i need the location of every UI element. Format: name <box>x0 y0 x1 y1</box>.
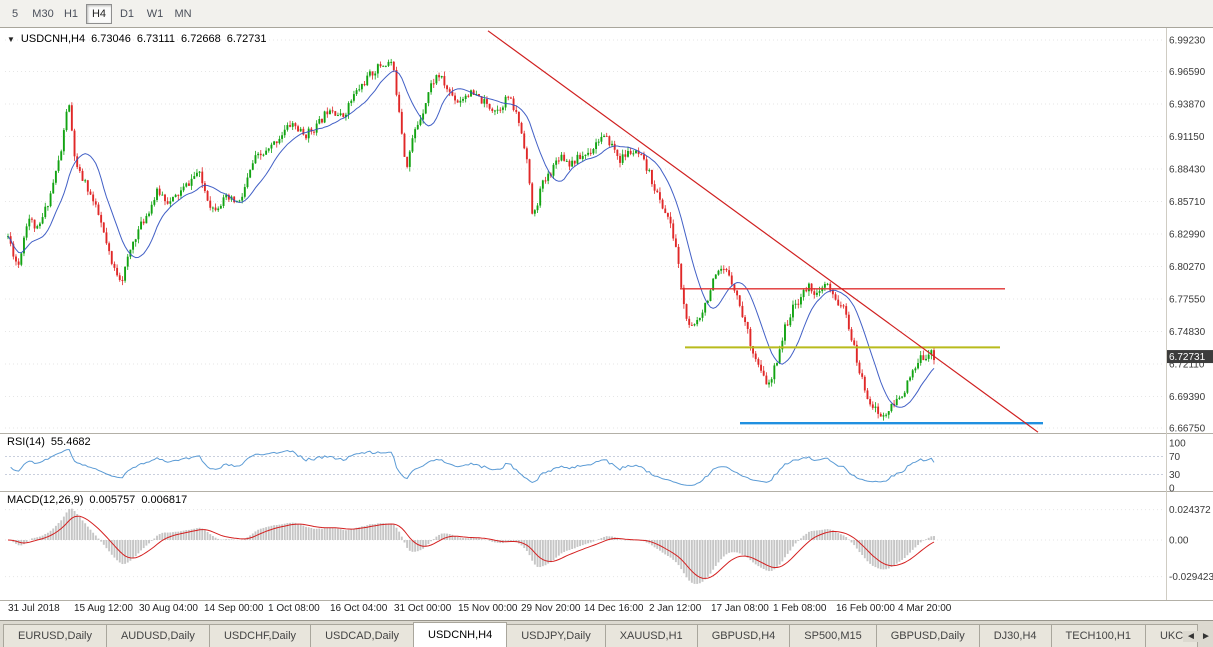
tab-scroll-left-icon[interactable]: ◄ <box>1186 631 1196 642</box>
svg-text:100: 100 <box>1169 439 1186 450</box>
svg-text:16 Feb 00:00: 16 Feb 00:00 <box>836 603 895 614</box>
svg-text:6.93870: 6.93870 <box>1169 100 1206 111</box>
timeframe-button-w1[interactable]: W1 <box>146 7 164 20</box>
svg-text:31 Oct 00:00: 31 Oct 00:00 <box>394 603 452 614</box>
macd-signal-line <box>7 515 935 579</box>
svg-text:14 Dec 16:00: 14 Dec 16:00 <box>584 603 644 614</box>
chart-tab-usdcad[interactable]: USDCAD,Daily <box>310 624 415 647</box>
svg-text:-0.029423: -0.029423 <box>1169 572 1213 583</box>
time-axis[interactable]: 31 Jul 2018 15 Aug 12:00 30 Aug 04:00 14 Se… <box>8 603 952 614</box>
chart-tab-usdcnh[interactable]: USDCNH,H4 <box>413 622 508 647</box>
chart-tab-sp500[interactable]: SP500,M15 <box>789 624 877 647</box>
tab-scroll-right-icon[interactable]: ► <box>1201 631 1211 642</box>
chart-tab-dj30[interactable]: DJ30,H4 <box>978 624 1052 647</box>
timeframe-button-mn[interactable]: MN <box>174 7 192 20</box>
rsi-line <box>10 448 935 486</box>
svg-text:6.85710: 6.85710 <box>1169 197 1206 208</box>
price-axis[interactable]: 6.99230 6.96590 6.93870 6.91150 6.88430 6.857… <box>5 36 1206 435</box>
svg-text:6.69390: 6.69390 <box>1169 392 1206 403</box>
svg-text:6.74830: 6.74830 <box>1169 327 1206 338</box>
ma-line <box>7 70 935 408</box>
chart-tab-bar: EURUSD,Daily AUDUSD,Daily USDCHF,Daily USDC… <box>0 620 1213 647</box>
svg-text:6.66750: 6.66750 <box>1169 424 1206 435</box>
timeframe-button-h1[interactable]: H1 <box>63 7 79 20</box>
chart-tab-usdchf[interactable]: USDCHF,Daily <box>208 624 312 647</box>
descending-trendline[interactable] <box>487 30 1039 433</box>
svg-text:6.72110: 6.72110 <box>1169 359 1205 370</box>
svg-text:0: 0 <box>1169 484 1175 495</box>
svg-text:70: 70 <box>1169 452 1181 463</box>
chart-tabs-strip: EURUSD,Daily AUDUSD,Daily USDCHF,Daily USDC… <box>3 622 1199 647</box>
current-price-badge: 6.72731 <box>1166 350 1213 364</box>
svg-text:30: 30 <box>1169 470 1181 481</box>
svg-text:6.72731: 6.72731 <box>1169 352 1206 363</box>
svg-text:0.00: 0.00 <box>1169 536 1189 547</box>
tab-scroll-arrows: ◄ ► <box>1183 631 1212 642</box>
svg-text:1 Feb 08:00: 1 Feb 08:00 <box>773 603 827 614</box>
svg-text:16 Oct 04:00: 16 Oct 04:00 <box>330 603 388 614</box>
svg-text:17 Jan 08:00: 17 Jan 08:00 <box>711 603 769 614</box>
chart-tab-tech100[interactable]: TECH100,H1 <box>1050 624 1146 647</box>
svg-text:6.77550: 6.77550 <box>1169 294 1206 305</box>
chart-tab-gbpusd[interactable]: GBPUSD,H4 <box>696 624 791 647</box>
svg-text:6.88430: 6.88430 <box>1169 165 1206 176</box>
svg-text:6.91150: 6.91150 <box>1169 132 1205 143</box>
chart-tab-audusd[interactable]: AUDUSD,Daily <box>105 624 210 647</box>
svg-text:6.80270: 6.80270 <box>1169 262 1206 273</box>
chart-tab-eurusd[interactable]: EURUSD,Daily <box>3 624 107 647</box>
svg-text:6.82990: 6.82990 <box>1169 230 1206 241</box>
svg-text:14 Sep 00:00: 14 Sep 00:00 <box>204 603 264 614</box>
svg-text:4 Mar 20:00: 4 Mar 20:00 <box>898 603 952 614</box>
timeframe-button-h4[interactable]: H4 <box>86 3 112 24</box>
chart-tab-gbpusd[interactable]: GBPUSD,Daily <box>875 624 980 647</box>
timeframe-button-5[interactable]: 5 <box>11 7 19 20</box>
svg-text:15 Nov 00:00: 15 Nov 00:00 <box>458 603 518 614</box>
svg-text:29 Nov 20:00: 29 Nov 20:00 <box>521 603 581 614</box>
svg-text:2 Jan 12:00: 2 Jan 12:00 <box>649 603 702 614</box>
timeframe-toolbar: 5 M30 H1 H4 D1 W1 MN <box>0 0 1213 28</box>
svg-text:30 Aug 04:00: 30 Aug 04:00 <box>139 603 198 614</box>
svg-text:15 Aug 12:00: 15 Aug 12:00 <box>74 603 133 614</box>
timeframe-button-m30[interactable]: M30 <box>32 7 54 20</box>
chart-tab-xauusd[interactable]: XAUUSD,H1 <box>604 624 698 647</box>
svg-text:6.96590: 6.96590 <box>1169 67 1206 78</box>
svg-text:0.024372: 0.024372 <box>1169 505 1211 516</box>
chart-tab-usdjpy[interactable]: USDJPY,Daily <box>506 624 606 647</box>
svg-text:6.99230: 6.99230 <box>1169 36 1206 47</box>
timeframe-button-d1[interactable]: D1 <box>119 7 135 20</box>
svg-text:1 Oct 08:00: 1 Oct 08:00 <box>268 603 320 614</box>
chart-canvas[interactable]: 6.99230 6.96590 6.93870 6.91150 6.88430 6.857… <box>0 28 1213 620</box>
svg-text:31 Jul 2018: 31 Jul 2018 <box>8 603 60 614</box>
